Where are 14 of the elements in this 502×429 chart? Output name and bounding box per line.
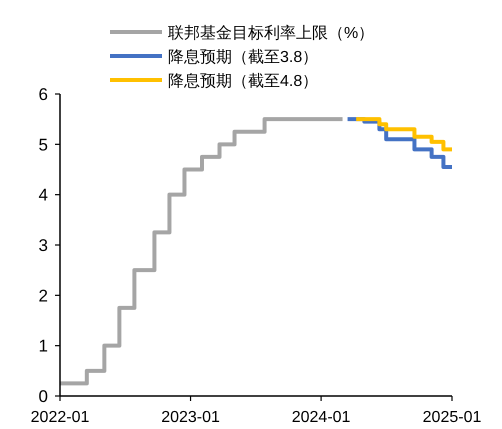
- legend-label: 降息预期（截至4.8）: [168, 72, 318, 90]
- x-tick-label: 2024-01: [292, 409, 351, 426]
- legend-label: 联邦基金目标利率上限（%）: [168, 24, 374, 42]
- y-tick-label: 1: [38, 336, 48, 356]
- x-tick-label: 2022-01: [30, 409, 90, 426]
- x-tick-label: 2023-01: [161, 409, 220, 426]
- y-tick-label: 2: [38, 286, 48, 306]
- y-tick-label: 3: [38, 236, 48, 255]
- y-tick-label: 4: [38, 186, 48, 205]
- y-tick-label: 0: [38, 387, 48, 406]
- y-tick-label: 5: [38, 135, 48, 154]
- y-tick-label: 6: [38, 85, 48, 104]
- legend-label: 降息预期（截至3.8）: [168, 48, 318, 66]
- x-tick-label: 2025-01: [422, 409, 482, 426]
